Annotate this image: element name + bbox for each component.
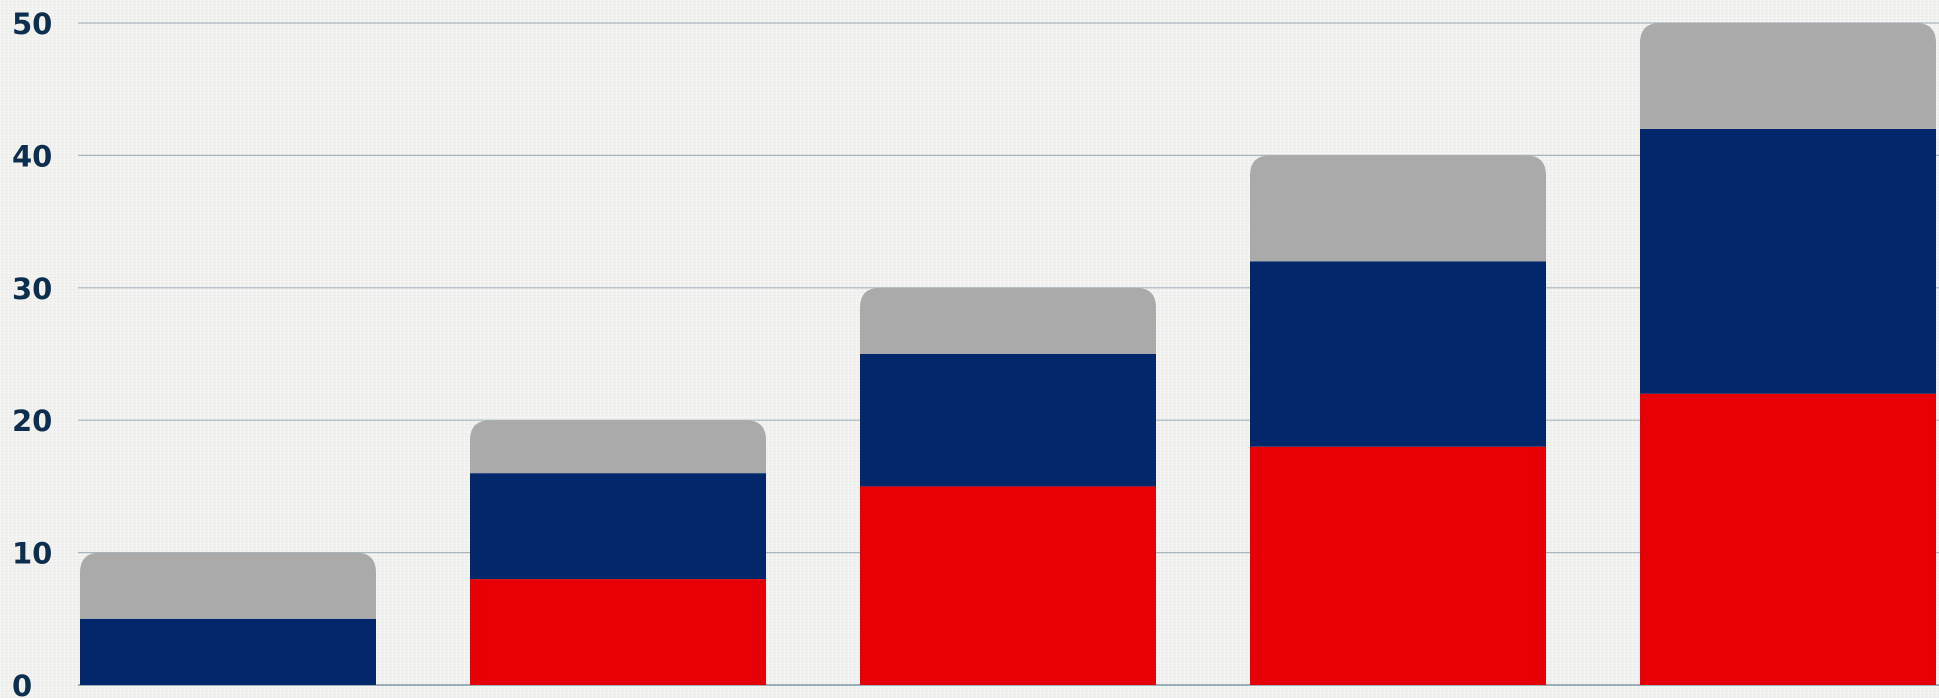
bar-segment-2-3 xyxy=(470,420,766,474)
bar-segment-2-1 xyxy=(470,579,766,685)
y-tick-label: 50 xyxy=(12,7,52,41)
y-axis-tick-labels: 0 10 20 30 40 50 xyxy=(12,7,52,698)
bar-segment-2-2 xyxy=(470,473,766,580)
bar-segment-3-3 xyxy=(860,287,1156,354)
bar-segment-4-3 xyxy=(1250,155,1546,262)
y-tick-label: 20 xyxy=(12,404,52,438)
bar-segment-3-1 xyxy=(860,486,1156,685)
bar-segment-5-1 xyxy=(1640,393,1936,685)
bar-segment-1-3 xyxy=(80,552,376,619)
bar-segment-4-2 xyxy=(1250,261,1546,447)
bars xyxy=(80,23,1936,685)
y-tick-label: 40 xyxy=(12,139,52,173)
y-tick-label: 30 xyxy=(12,272,52,306)
bar-segment-5-2 xyxy=(1640,128,1936,394)
bar-segment-4-1 xyxy=(1250,446,1546,685)
y-tick-label: 10 xyxy=(12,537,52,571)
bar-segment-5-3 xyxy=(1640,23,1936,129)
y-tick-label: 0 xyxy=(12,669,32,698)
bar-segment-3-2 xyxy=(860,354,1156,487)
bar-segment-1-2 xyxy=(80,618,376,685)
